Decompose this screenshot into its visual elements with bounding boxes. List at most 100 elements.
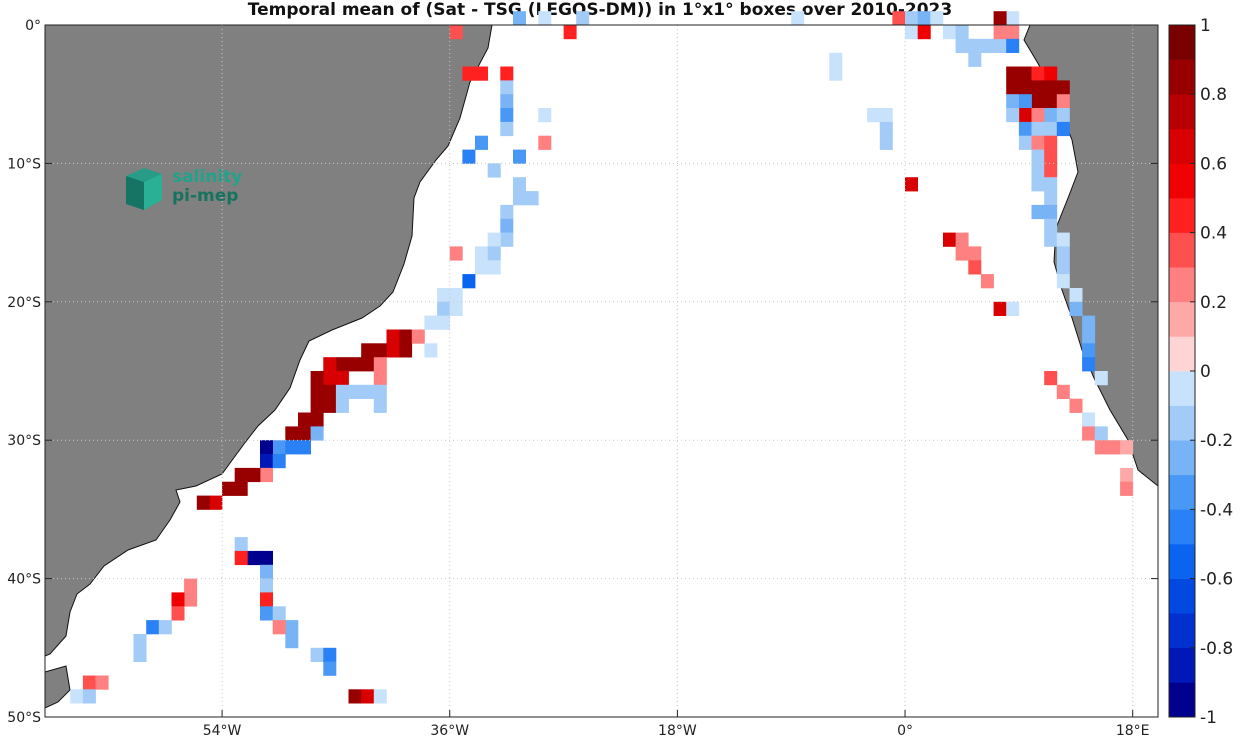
colorbar-segment bbox=[1169, 440, 1195, 476]
colorbar-tick-label: 0.4 bbox=[1200, 224, 1227, 244]
heatmap-cell bbox=[917, 11, 931, 26]
heatmap-cell bbox=[879, 135, 893, 150]
x-tick-label: 36°W bbox=[430, 723, 469, 739]
heatmap-cell bbox=[500, 66, 514, 81]
heatmap-cell bbox=[1006, 94, 1020, 109]
heatmap-cell bbox=[171, 606, 185, 621]
heatmap-cell bbox=[1069, 288, 1083, 303]
heatmap-cell bbox=[335, 357, 349, 372]
colorbar-segment bbox=[1169, 544, 1195, 579]
heatmap-cell bbox=[323, 661, 337, 676]
heatmap-cell bbox=[234, 537, 248, 552]
heatmap-cell bbox=[373, 371, 387, 386]
y-tick-label: 0° bbox=[25, 18, 41, 34]
heatmap-cell bbox=[1044, 135, 1058, 150]
heatmap-cell bbox=[310, 398, 324, 413]
heatmap-cell bbox=[1056, 384, 1070, 399]
heatmap-cell bbox=[500, 121, 514, 137]
heatmap-cell bbox=[538, 108, 552, 123]
heatmap-cell bbox=[538, 11, 552, 26]
plot-frame bbox=[44, 24, 1159, 718]
heatmap-cell bbox=[1056, 274, 1070, 289]
heatmap-cell bbox=[335, 371, 349, 386]
heatmap-cell bbox=[879, 108, 893, 123]
chart-title: Temporal mean of (Sat - TSG (LEGOS-DM)) … bbox=[247, 0, 953, 20]
heatmap-cell bbox=[993, 11, 1007, 26]
heatmap-cell bbox=[1006, 25, 1020, 40]
heatmap-cell bbox=[500, 218, 514, 233]
heatmap-cell bbox=[487, 246, 501, 261]
heatmap-cell bbox=[310, 371, 324, 386]
heatmap-cell bbox=[361, 384, 375, 399]
heatmap-cell bbox=[449, 301, 463, 316]
heatmap-cell bbox=[980, 38, 994, 53]
heatmap-cell bbox=[1031, 108, 1045, 123]
heatmap-cell bbox=[1018, 94, 1032, 109]
colorbar-segment bbox=[1169, 128, 1195, 164]
heatmap-cell bbox=[1031, 163, 1045, 178]
heatmap-cell bbox=[361, 357, 375, 372]
heatmap-cell bbox=[335, 384, 349, 399]
heatmap-cell bbox=[1082, 426, 1096, 441]
heatmap-cell bbox=[1044, 218, 1058, 233]
logo-text: salinity pi-mep bbox=[172, 168, 242, 206]
heatmap-cell bbox=[955, 246, 969, 261]
heatmap-cell bbox=[475, 246, 488, 261]
heatmap-cell bbox=[1056, 246, 1070, 261]
heatmap-cell bbox=[285, 426, 299, 441]
heatmap-cell bbox=[955, 25, 969, 40]
colorbar-segment bbox=[1169, 59, 1195, 95]
heatmap-cell bbox=[1069, 398, 1083, 413]
heatmap-cell bbox=[1120, 467, 1134, 483]
heatmap-cell bbox=[930, 11, 944, 26]
heatmap-cell bbox=[386, 343, 400, 358]
heatmap-cell bbox=[386, 329, 400, 344]
colorbar-segment bbox=[1169, 647, 1195, 683]
colorbar-segment bbox=[1169, 682, 1195, 718]
heatmap-cell bbox=[272, 454, 286, 469]
heatmap-cell bbox=[449, 25, 463, 40]
heatmap-cell bbox=[247, 467, 261, 483]
heatmap-cell bbox=[449, 246, 463, 261]
colorbar-segment bbox=[1169, 578, 1195, 614]
heatmap-cell bbox=[260, 606, 273, 621]
heatmap-cell bbox=[1018, 66, 1032, 81]
colorbar-segment bbox=[1169, 25, 1195, 60]
heatmap-cell bbox=[968, 52, 982, 67]
heatmap-cell bbox=[234, 481, 248, 496]
heatmap-cell bbox=[1082, 343, 1096, 358]
heatmap-cell bbox=[260, 592, 273, 607]
heatmap-cell bbox=[1056, 80, 1070, 95]
heatmap-cell bbox=[1044, 177, 1058, 192]
colorbar-tick-label: -0.4 bbox=[1200, 500, 1233, 520]
heatmap-cell bbox=[1031, 66, 1045, 81]
heatmap-cell bbox=[1082, 357, 1096, 372]
heatmap-cell bbox=[373, 343, 387, 358]
heatmap-cell bbox=[968, 260, 982, 275]
colorbar: 1 0.8 0.6 0.4 0.2 0 -0.2 -0.4 -0.6 -0.8 -1 bbox=[1168, 16, 1233, 728]
heatmap-cell bbox=[1056, 232, 1070, 247]
heatmap-cell bbox=[272, 620, 286, 635]
heatmap-cell bbox=[1094, 440, 1108, 455]
heatmap-cell bbox=[1094, 426, 1108, 441]
heatmap-cell bbox=[500, 232, 514, 247]
colorbar-segment bbox=[1169, 267, 1195, 303]
heatmap-cells bbox=[70, 11, 1134, 704]
heatmap-cell bbox=[1044, 66, 1058, 81]
heatmap-cell bbox=[234, 467, 248, 483]
heatmap-cell bbox=[298, 440, 311, 455]
heatmap-cell bbox=[310, 647, 324, 662]
colorbar-segment bbox=[1169, 336, 1195, 372]
heatmap-cell bbox=[399, 329, 413, 344]
colorbar-tick-label: 1 bbox=[1200, 16, 1211, 36]
heatmap-cell bbox=[1018, 135, 1032, 150]
heatmap-cell bbox=[905, 11, 918, 26]
heatmap-cell bbox=[1031, 80, 1045, 95]
y-axis: 0° 10°S 20°S 30°S 40°S 50°S bbox=[7, 18, 1158, 726]
heatmap-cell bbox=[272, 606, 286, 621]
heatmap-cell bbox=[943, 232, 956, 247]
heatmap-cell bbox=[260, 440, 273, 455]
heatmap-cell bbox=[1044, 94, 1058, 109]
heatmap-cell bbox=[879, 121, 893, 137]
